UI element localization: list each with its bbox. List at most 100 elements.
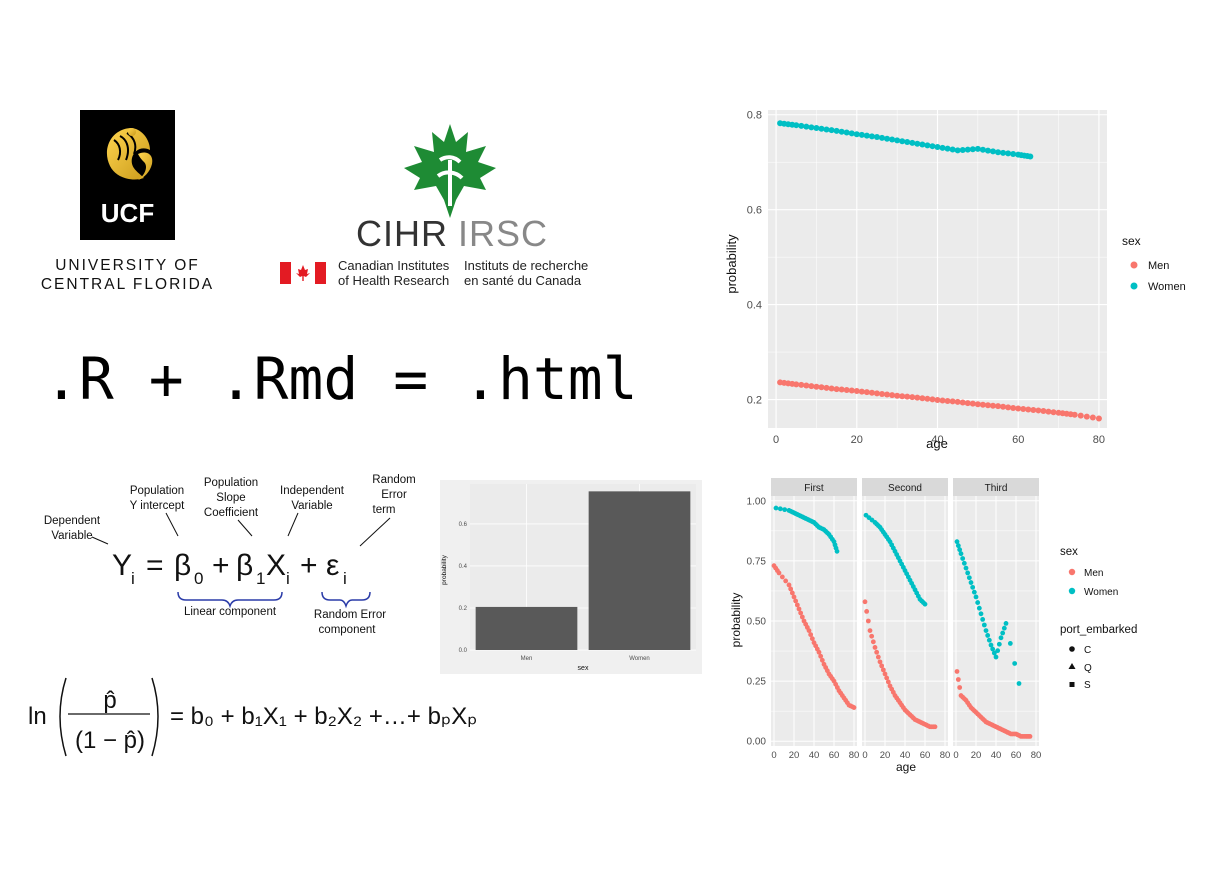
cihr-wordmark: CIHR IRSC <box>356 213 548 255</box>
point-men <box>868 389 875 396</box>
point-women <box>939 144 946 151</box>
point-women <box>949 146 956 153</box>
point-men <box>864 608 870 614</box>
cihr-french-name: Instituts de recherche en santé du Canad… <box>464 258 588 288</box>
point-men <box>851 705 857 710</box>
point-men <box>909 394 916 401</box>
x-tick-label: 20 <box>971 750 982 761</box>
point-men <box>783 578 789 584</box>
point-men <box>798 610 804 616</box>
point-men <box>1035 407 1042 414</box>
point-men <box>984 402 991 409</box>
label-independent-2: Variable <box>291 500 332 512</box>
point-women <box>1010 151 1017 158</box>
point-men <box>799 614 805 620</box>
point-men <box>808 632 814 638</box>
point-men <box>1071 411 1078 418</box>
eq-beta0: β <box>174 549 191 582</box>
point-men <box>1045 408 1052 415</box>
eq-epsilon-sub: i <box>343 569 347 588</box>
point-men <box>813 383 820 390</box>
x-tick-label: 40 <box>931 434 943 446</box>
x-tick-label: 40 <box>809 750 820 761</box>
point-women <box>873 134 880 141</box>
point-women <box>924 142 931 149</box>
point-women <box>1000 149 1007 156</box>
point-women <box>965 570 971 576</box>
point-men <box>867 628 873 634</box>
point-men <box>816 649 822 655</box>
point-men <box>848 387 855 394</box>
point-women <box>981 622 987 628</box>
point-men <box>959 399 966 406</box>
facet-label: First <box>804 483 824 494</box>
point-men <box>1030 406 1037 413</box>
point-men <box>1005 404 1012 411</box>
legend-triangle-icon <box>1068 663 1076 669</box>
point-men <box>1095 415 1102 422</box>
point-women <box>971 589 977 595</box>
point-women <box>858 131 865 138</box>
point-men <box>944 397 951 404</box>
x-tick-label: 20 <box>789 750 800 761</box>
x-tick-label: 60 <box>1012 434 1024 446</box>
point-men <box>919 395 926 402</box>
arrow-slope <box>237 519 253 537</box>
point-women <box>959 146 966 153</box>
point-men <box>1010 404 1017 411</box>
cihr-fr: IRSC <box>458 213 549 254</box>
y-tick-label: 0.6 <box>459 522 468 528</box>
facet-strip <box>771 478 857 496</box>
point-men <box>949 398 956 405</box>
y-tick-label: 0.6 <box>747 205 762 217</box>
label-intercept-1: Population <box>130 485 184 497</box>
point-women <box>777 506 783 512</box>
point-women <box>990 646 996 652</box>
y-tick-label: 0.4 <box>747 300 762 312</box>
point-women <box>995 149 1002 156</box>
cihr-en: CIHR <box>356 213 448 254</box>
point-women <box>957 547 963 553</box>
label-dependent-1: Dependent <box>44 515 101 527</box>
point-men <box>862 599 868 605</box>
point-men <box>914 394 921 401</box>
x-tick-label: 80 <box>1031 750 1042 761</box>
label-slope-2: Slope <box>216 492 245 504</box>
eq-Y: Y <box>112 549 132 582</box>
arrow-independent <box>287 512 299 537</box>
point-men <box>979 401 986 408</box>
point-women <box>868 133 875 140</box>
pegasus-icon: UCF <box>101 128 154 228</box>
point-men <box>869 633 875 639</box>
point-men <box>880 667 886 673</box>
point-women <box>934 144 941 151</box>
point-men <box>1040 408 1047 415</box>
point-men <box>974 401 981 408</box>
bar-women <box>588 491 691 650</box>
label-error-2: Error <box>381 489 407 501</box>
chart-age-probability: 0 20 40 60 80 0.2 0.4 0.6 0.8 age probability s… <box>724 110 1186 451</box>
point-women <box>863 132 870 139</box>
logit-formula: ln p̂ (1 − p̂) = b₀ + b₁X₁ + b₂X₂ +…+ bₚ… <box>26 666 526 766</box>
cihr-fr-line2: en santé du Canada <box>464 273 582 288</box>
y-axis-label: probability <box>729 593 743 648</box>
arrow-intercept <box>165 512 179 537</box>
ucf-line1: UNIVERSITY OF <box>55 257 200 274</box>
x-tick-label: 0 <box>953 750 958 761</box>
point-women <box>889 136 896 143</box>
point-men <box>788 586 794 592</box>
point-men <box>791 594 797 600</box>
point-men <box>957 685 963 690</box>
label-error-3: term <box>373 504 396 516</box>
point-men <box>872 645 878 650</box>
x-axis-label: age <box>926 436 948 451</box>
point-women <box>1001 625 1007 631</box>
point-men <box>809 636 815 642</box>
point-women <box>964 146 971 153</box>
point-women <box>944 145 951 152</box>
logit-denominator: (1 − p̂) <box>75 727 145 754</box>
point-women <box>975 600 981 605</box>
point-men <box>885 679 891 685</box>
point-women <box>929 143 936 150</box>
facet-strip <box>953 478 1039 496</box>
